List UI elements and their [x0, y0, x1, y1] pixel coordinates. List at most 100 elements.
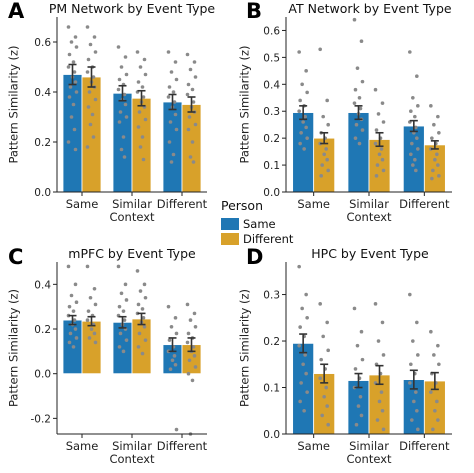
data-point [136, 80, 141, 84]
data-point [173, 60, 178, 64]
data-point [190, 87, 195, 92]
legend-entry-same: Same [243, 217, 276, 231]
data-point [431, 427, 435, 432]
y-tick-label: -0.2 [31, 413, 52, 425]
data-point [359, 413, 364, 418]
data-point [68, 331, 73, 336]
data-point [304, 371, 308, 376]
x-tick-label: Similar Context [346, 197, 392, 224]
data-point [85, 264, 90, 269]
panel-D: D HPC by Event Type 0.0 0.1 0.2 0.3 Pattern Si… [238, 245, 452, 466]
data-point [304, 69, 308, 73]
data-point [174, 77, 179, 82]
data-point [301, 120, 305, 124]
data-point [137, 110, 142, 114]
data-point [373, 87, 378, 92]
data-point [298, 98, 302, 103]
data-point [69, 115, 74, 119]
data-point [192, 311, 197, 316]
panel-label: A [8, 0, 25, 23]
x-tick-label: Different [399, 197, 450, 211]
data-point [67, 52, 72, 57]
data-point [85, 318, 90, 322]
data-point [71, 309, 76, 313]
data-point [138, 65, 143, 69]
data-point [90, 112, 95, 117]
data-point [124, 72, 129, 77]
data-point [71, 102, 76, 107]
data-point [409, 362, 413, 367]
y-tick-label: 0.4 [263, 79, 280, 91]
x-tick-label: Similar Context [346, 439, 392, 466]
data-point [321, 114, 325, 119]
data-point [353, 136, 358, 140]
data-point [87, 336, 92, 340]
legend-swatch-same [221, 218, 239, 230]
panel-A: A PM Network by Event Type 0.0 0.2 0.4 0.6 Pat… [7, 0, 216, 224]
data-point [186, 82, 191, 87]
data-point [66, 140, 71, 144]
x-tick-label: Different [399, 439, 450, 453]
data-point [326, 168, 330, 173]
data-point [135, 50, 140, 54]
data-point [71, 60, 76, 64]
legend: Person Same Different [221, 198, 294, 246]
data-point [373, 302, 378, 306]
data-point [187, 115, 192, 119]
data-point [67, 340, 72, 345]
data-point [410, 141, 414, 146]
bar-same [292, 112, 315, 193]
data-point [357, 95, 362, 100]
data-point [297, 343, 301, 348]
data-point [142, 282, 147, 287]
data-point [433, 157, 437, 162]
x-tick-label: Different [157, 197, 208, 211]
data-point [192, 354, 197, 358]
y-tick-label: 0.0 [263, 187, 280, 199]
data-point [67, 304, 72, 309]
data-point [173, 112, 178, 117]
data-point [297, 109, 301, 114]
data-point [299, 381, 303, 385]
bar-different [313, 137, 336, 193]
data-point [119, 291, 124, 296]
data-point [186, 331, 191, 336]
data-point [305, 390, 309, 394]
y-tick-label: 0.0 [34, 187, 51, 199]
x-tick-label: Similar Context [109, 439, 155, 466]
data-point [137, 331, 142, 336]
data-point [116, 87, 121, 92]
data-point [358, 106, 363, 111]
data-point [375, 163, 380, 167]
data-point [117, 120, 122, 124]
y-axis-label: Pattern Similarity (z) [238, 45, 252, 163]
y-tick-label: 0.1 [263, 383, 280, 395]
y-tick-label: 0.2 [34, 324, 51, 336]
data-point [85, 25, 90, 29]
data-point [166, 304, 171, 309]
data-point [169, 324, 174, 329]
data-point [373, 141, 378, 146]
data-point [117, 304, 122, 309]
data-point [173, 316, 178, 320]
data-point [380, 320, 385, 325]
data-point [121, 349, 126, 354]
data-point [381, 427, 386, 432]
data-point [429, 104, 433, 108]
data-point [355, 343, 360, 348]
data-point [379, 390, 384, 394]
data-point [72, 127, 77, 132]
data-point [193, 324, 198, 329]
bar-same [292, 342, 315, 435]
data-point [354, 422, 359, 427]
data-point [322, 395, 326, 399]
data-point [124, 298, 129, 302]
data-point [359, 329, 364, 334]
data-point [415, 408, 419, 413]
data-point [66, 25, 71, 29]
data-point [122, 155, 127, 159]
data-point [414, 390, 418, 394]
y-tick-label: 0.2 [34, 137, 51, 149]
data-point [414, 125, 418, 130]
